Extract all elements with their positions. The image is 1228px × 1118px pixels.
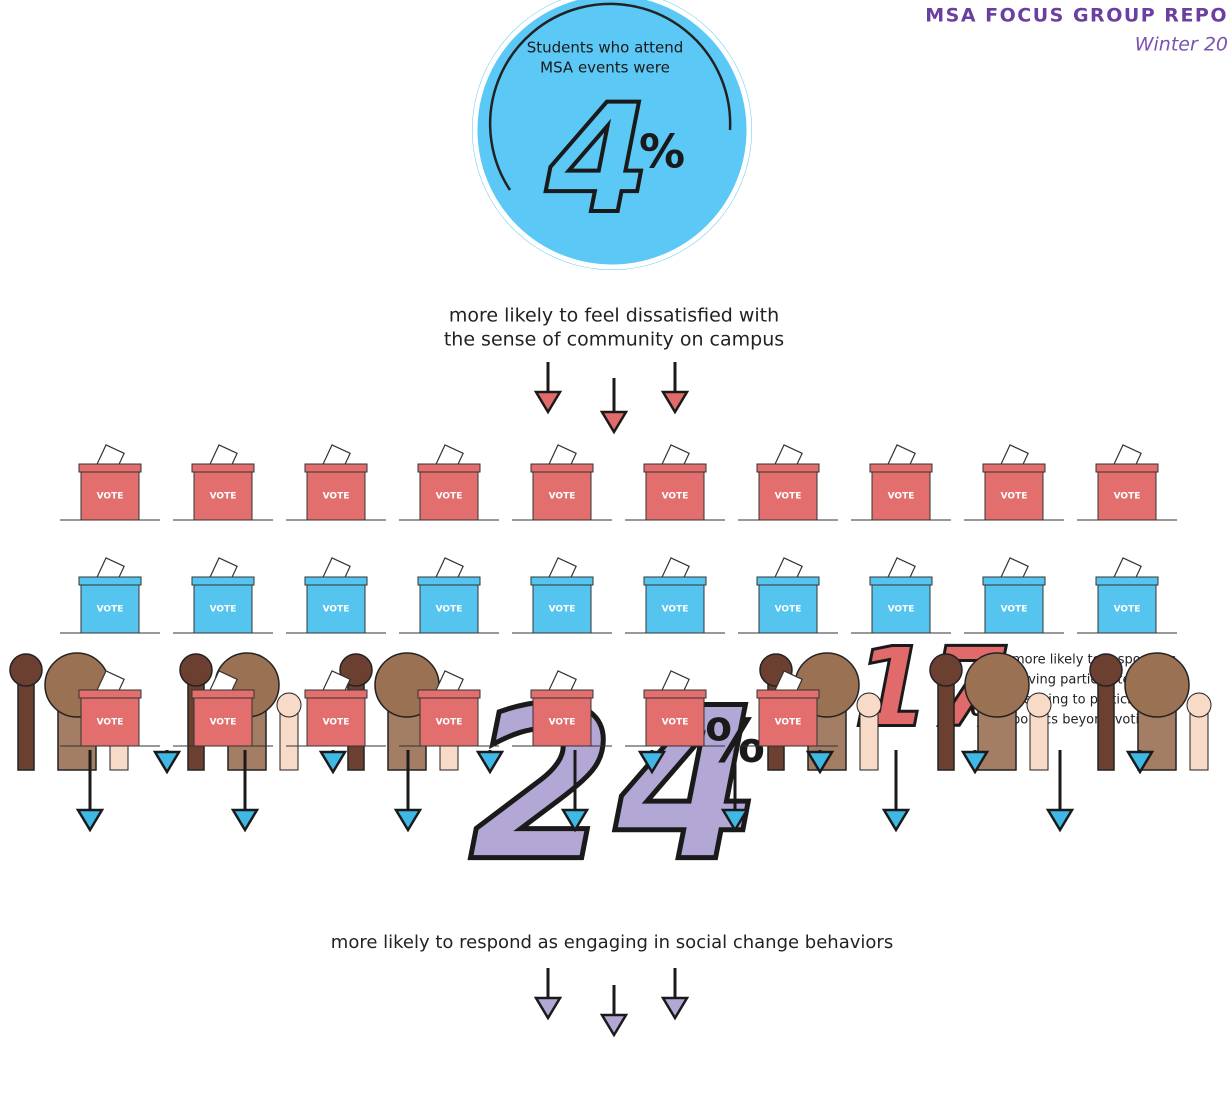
arrow-head	[1048, 810, 1072, 830]
ballot-label: VOTE	[210, 605, 237, 615]
ballot-label: VOTE	[888, 605, 915, 615]
ballot-label: VOTE	[888, 492, 915, 502]
arm	[280, 710, 298, 770]
stat-intro: Students who attend	[527, 39, 684, 57]
ballot-lid	[531, 577, 593, 585]
hand	[1027, 693, 1051, 717]
report-subtitle: Winter 20	[1135, 34, 1228, 56]
ballot-label: VOTE	[775, 605, 802, 615]
ballot-label: VOTE	[549, 492, 576, 502]
ballot-lid	[79, 464, 141, 472]
arm	[860, 710, 878, 770]
ballot-label: VOTE	[323, 718, 350, 728]
ballot-label: VOTE	[436, 605, 463, 615]
ballot-lid	[644, 577, 706, 585]
ballot-lid	[418, 577, 480, 585]
ballot-lid	[644, 464, 706, 472]
ballot-lid	[79, 690, 141, 698]
ballot-lid	[305, 690, 367, 698]
ballot-lid	[757, 464, 819, 472]
ballot-label: VOTE	[436, 492, 463, 502]
stat-unit: %	[639, 125, 685, 179]
infographic: MSA FOCUS GROUP REPO Winter 20 Students …	[0, 0, 1228, 1118]
arm	[1030, 710, 1048, 770]
ballot-lid	[418, 464, 480, 472]
arrow-head	[663, 392, 687, 412]
ballot-lid	[305, 464, 367, 472]
ballot-lid	[1096, 464, 1158, 472]
ballot-lid	[418, 690, 480, 698]
fist	[180, 654, 212, 686]
ballot-lid	[531, 464, 593, 472]
arrow-head	[663, 998, 687, 1018]
ballot-lid	[192, 577, 254, 585]
page: {"header":{"title":"MSA FOCUS GROUP REPO…	[0, 0, 1228, 1118]
ballot-label: VOTE	[1001, 492, 1028, 502]
ballot-lid	[757, 690, 819, 698]
hand	[857, 693, 881, 717]
arrow-head	[536, 998, 560, 1018]
ballot-label: VOTE	[210, 492, 237, 502]
stat-caption: the sense of community on campus	[444, 329, 784, 351]
arm	[1190, 710, 1208, 770]
ballot-lid	[870, 577, 932, 585]
ballot-label: VOTE	[775, 492, 802, 502]
ballot-lid	[79, 577, 141, 585]
ballot-lid	[983, 464, 1045, 472]
ballot-lid	[983, 577, 1045, 585]
ballot-label: VOTE	[97, 492, 124, 502]
stat-value: 4	[545, 73, 650, 247]
stat-value: 24	[469, 663, 761, 908]
arrow-head	[884, 810, 908, 830]
ballot-lid	[1096, 577, 1158, 585]
arrow-head	[321, 752, 345, 772]
ballot-label: VOTE	[97, 605, 124, 615]
ballot-lid	[305, 577, 367, 585]
ballot-lid	[870, 464, 932, 472]
ballot-label: VOTE	[775, 718, 802, 728]
ballot-label: VOTE	[549, 605, 576, 615]
ballot-label: VOTE	[97, 718, 124, 728]
ballot-label: VOTE	[662, 492, 689, 502]
arrow-head	[396, 810, 420, 830]
fist	[930, 654, 962, 686]
fist	[10, 654, 42, 686]
ballot-label: VOTE	[1114, 492, 1141, 502]
stat-caption: more likely to feel dissatisfied with	[449, 305, 779, 327]
ballot-label: VOTE	[662, 605, 689, 615]
stat-caption: more likely to respond as engaging in so…	[331, 932, 893, 953]
fist	[1125, 653, 1189, 717]
ballot-label: VOTE	[323, 492, 350, 502]
ballot-lid	[644, 690, 706, 698]
hand	[1187, 693, 1211, 717]
arrow-head	[536, 392, 560, 412]
arrow-head	[602, 1015, 626, 1035]
ballot-label: VOTE	[1001, 605, 1028, 615]
ballot-lid	[531, 690, 593, 698]
ballot-lid	[192, 690, 254, 698]
arrow-head	[78, 810, 102, 830]
report-title: MSA FOCUS GROUP REPO	[925, 5, 1228, 27]
ballot-lid	[757, 577, 819, 585]
ballot-label: VOTE	[210, 718, 237, 728]
ballot-lid	[192, 464, 254, 472]
ballot-label: VOTE	[1114, 605, 1141, 615]
ballot-label: VOTE	[549, 718, 576, 728]
ballot-label: VOTE	[662, 718, 689, 728]
ballot-label: VOTE	[436, 718, 463, 728]
fist	[965, 653, 1029, 717]
ballot-label: VOTE	[323, 605, 350, 615]
hand	[277, 693, 301, 717]
arrow-head	[602, 412, 626, 432]
fist	[1090, 654, 1122, 686]
arrow-head	[233, 810, 257, 830]
arrow-head	[155, 752, 179, 772]
